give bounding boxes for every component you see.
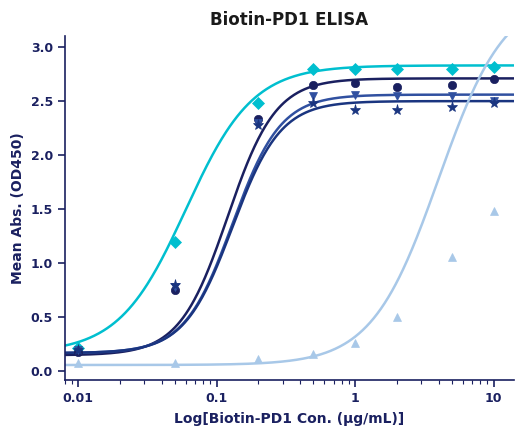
Title: Biotin-PD1 ELISA: Biotin-PD1 ELISA [210,11,369,29]
Y-axis label: Mean Abs. (OD450): Mean Abs. (OD450) [11,132,25,284]
X-axis label: Log[Biotin-PD1 Con. (µg/mL)]: Log[Biotin-PD1 Con. (µg/mL)] [174,412,404,426]
